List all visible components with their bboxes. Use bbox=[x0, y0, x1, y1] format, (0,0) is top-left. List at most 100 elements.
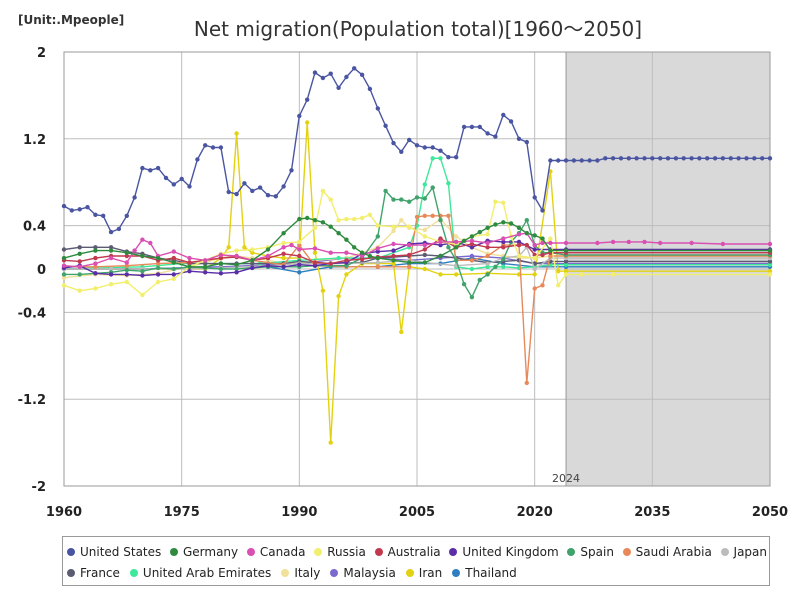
data-point-saudi-arabia bbox=[548, 253, 553, 259]
data-point-united-states bbox=[728, 156, 733, 161]
x-tick-label: 2005 bbox=[399, 505, 435, 520]
data-point-germany bbox=[493, 222, 498, 227]
data-point-united-arab-emirates bbox=[501, 264, 506, 269]
legend-item-united-kingdom[interactable]: United Kingdom bbox=[449, 545, 559, 559]
data-point-iran bbox=[312, 250, 318, 255]
data-point-canada bbox=[438, 239, 443, 245]
data-point-russia bbox=[336, 218, 341, 223]
data-point-united-arab-emirates bbox=[469, 266, 475, 272]
data-point-united-states bbox=[305, 97, 310, 102]
data-point-united-states bbox=[626, 156, 631, 161]
data-point-italy bbox=[422, 227, 427, 233]
data-point-canada bbox=[610, 239, 616, 245]
data-point-france bbox=[563, 259, 569, 264]
data-point-united-states bbox=[383, 123, 388, 128]
legend-label: Australia bbox=[387, 545, 441, 559]
data-point-united-states bbox=[203, 143, 208, 148]
data-point-canada bbox=[344, 250, 349, 255]
data-point-russia bbox=[140, 292, 145, 298]
data-point-russia bbox=[77, 288, 82, 293]
data-point-canada bbox=[516, 232, 522, 237]
data-point-united-states bbox=[414, 143, 420, 148]
data-point-germany bbox=[336, 231, 341, 236]
series-line-canada bbox=[63, 232, 770, 268]
legend-label: Spain bbox=[580, 545, 614, 559]
data-point-united-states bbox=[571, 158, 577, 163]
data-point-united-states bbox=[93, 212, 98, 217]
legend-item-russia[interactable]: Russia bbox=[314, 545, 366, 559]
data-point-united-states bbox=[618, 156, 624, 161]
data-point-united-kingdom bbox=[250, 265, 255, 271]
data-point-spain bbox=[524, 218, 529, 223]
data-point-russia bbox=[485, 232, 490, 237]
data-point-russia bbox=[171, 276, 176, 281]
legend-item-saudi-arabia[interactable]: Saudi Arabia bbox=[622, 545, 712, 559]
data-point-united-states bbox=[399, 149, 404, 154]
legend-item-thailand[interactable]: Thailand bbox=[452, 566, 517, 580]
data-point-united-states bbox=[438, 148, 443, 153]
legend-item-spain[interactable]: Spain bbox=[567, 545, 614, 559]
data-point-united-states bbox=[101, 213, 106, 218]
legend-item-france[interactable]: France bbox=[67, 566, 120, 580]
data-point-canada bbox=[454, 239, 459, 245]
data-point-united-states bbox=[736, 156, 741, 161]
legend-item-canada[interactable]: Canada bbox=[246, 545, 306, 559]
data-point-united-states bbox=[69, 208, 75, 213]
legend-item-germany[interactable]: Germany bbox=[169, 545, 238, 559]
data-point-united-arab-emirates bbox=[422, 182, 427, 187]
data-point-united-states bbox=[336, 85, 341, 91]
legend-item-japan[interactable]: Japan bbox=[720, 545, 767, 559]
data-point-iran bbox=[532, 272, 537, 277]
data-point-australia bbox=[93, 255, 98, 261]
data-point-australia bbox=[281, 251, 286, 256]
data-point-united-states bbox=[587, 158, 592, 163]
data-point-france bbox=[61, 247, 67, 252]
data-point-spain bbox=[218, 266, 224, 272]
legend-item-united-states[interactable]: United States bbox=[67, 545, 161, 559]
data-point-russia bbox=[563, 272, 569, 277]
data-point-saudi-arabia bbox=[532, 286, 537, 291]
legend-item-united-arab-emirates[interactable]: United Arab Emirates bbox=[129, 566, 271, 580]
chart-title: Net migration(Population total)[1960～205… bbox=[194, 17, 642, 41]
data-point-united-kingdom bbox=[265, 263, 271, 268]
data-point-united-kingdom bbox=[187, 269, 192, 274]
data-point-united-arab-emirates bbox=[548, 262, 553, 267]
x-tick-label: 1975 bbox=[164, 505, 200, 520]
data-point-russia bbox=[407, 224, 412, 229]
data-point-united-arab-emirates bbox=[767, 262, 773, 267]
data-point-united-states bbox=[297, 113, 302, 119]
data-point-united-states bbox=[579, 158, 584, 163]
data-point-united-states bbox=[508, 119, 514, 124]
data-point-australia bbox=[485, 245, 490, 250]
data-point-russia bbox=[493, 199, 498, 204]
data-point-germany bbox=[375, 255, 380, 261]
data-point-spain bbox=[399, 197, 404, 202]
legend-item-iran[interactable]: Iran bbox=[405, 566, 442, 580]
data-point-united-kingdom bbox=[469, 245, 475, 250]
legend-item-malaysia[interactable]: Malaysia bbox=[330, 566, 396, 580]
data-point-germany bbox=[469, 234, 475, 239]
legend-item-australia[interactable]: Australia bbox=[374, 545, 441, 559]
legend-label: Malaysia bbox=[343, 566, 396, 580]
data-point-russia bbox=[579, 272, 584, 277]
series-germany bbox=[61, 215, 773, 269]
data-point-russia bbox=[767, 272, 773, 277]
x-tick-label: 2020 bbox=[517, 505, 553, 520]
data-point-malaysia bbox=[469, 253, 475, 259]
y-tick-label: -0.4 bbox=[18, 306, 46, 321]
legend-marker-spain bbox=[567, 548, 576, 556]
data-point-australia bbox=[359, 257, 365, 262]
data-point-iran bbox=[328, 440, 333, 445]
data-point-united-states bbox=[367, 86, 373, 92]
data-point-spain bbox=[391, 197, 396, 202]
data-point-germany bbox=[108, 248, 114, 253]
legend-item-italy[interactable]: Italy bbox=[281, 566, 320, 580]
data-point-united-states bbox=[257, 185, 263, 190]
data-point-australia bbox=[171, 255, 176, 261]
data-point-iran bbox=[320, 288, 326, 293]
data-point-united-states bbox=[328, 71, 333, 76]
data-point-spain bbox=[438, 218, 443, 223]
data-point-saudi-arabia bbox=[540, 283, 545, 288]
data-point-united-states bbox=[642, 156, 647, 161]
